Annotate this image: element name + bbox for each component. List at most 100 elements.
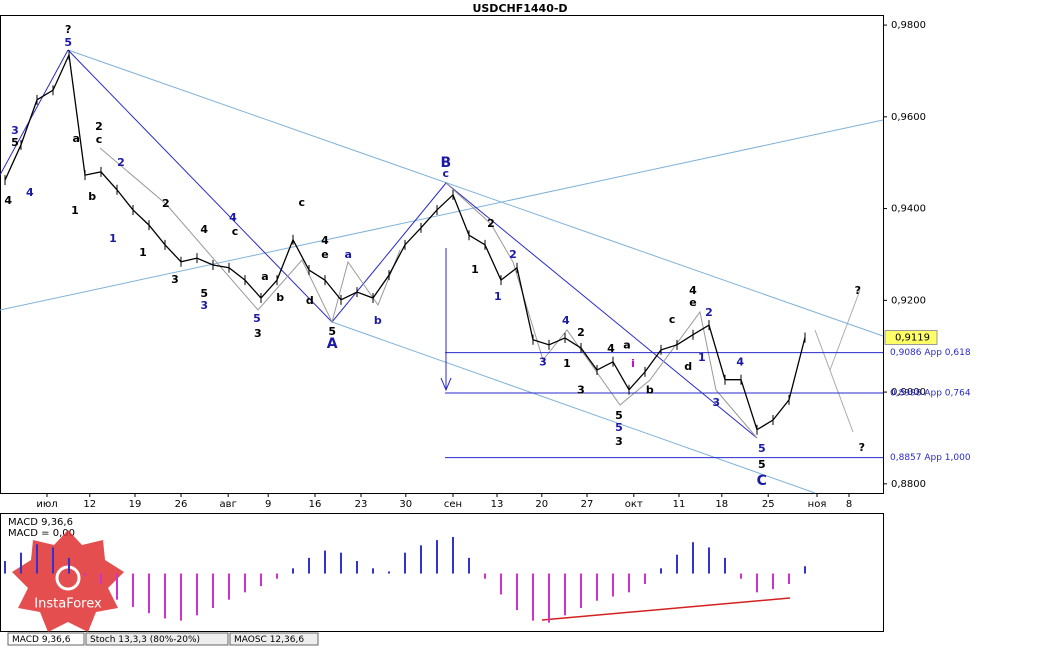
wave-label: 2 [487,217,495,230]
wave-label: b [646,384,654,397]
wave-label: 1 [471,263,479,276]
macd-title: MACD 9,36,6 [8,517,73,528]
wave-label: 5 [11,136,19,149]
wave-label: C [757,473,767,489]
tab-label: Stoch 13,3,3 (80%-20%) [90,635,200,645]
wave-label: a [261,270,268,283]
wave-label: A [327,336,338,352]
wave-label: 4 [562,314,570,327]
wave-label: 4 [26,186,34,199]
wave-label: 4 [321,234,329,247]
macd-value: MACD = 0,00 [8,528,75,539]
wave-line [67,49,758,439]
wave-label: ? [855,284,861,297]
price-frame [0,15,884,494]
x-tick-label: авг [220,499,237,510]
last-price-box [884,329,938,345]
wave-label: c [669,313,676,326]
wave-label: 3 [11,124,19,137]
wave-label: a [623,339,630,352]
wave-label: e [321,248,328,261]
x-tick-label: 25 [762,499,775,510]
channel-line [331,321,816,494]
x-tick-label: ноя [808,499,827,510]
x-tick-label: окт [625,499,643,510]
y-tick-label: 0,9600 [891,112,926,123]
wave-label: 3 [171,273,179,286]
divergence-line [541,597,791,621]
wave-label: 3 [539,356,547,369]
tab [85,632,229,646]
tab-label: MACD 9,36,6 [12,635,71,645]
wave-label: 2 [162,197,170,210]
tab [7,632,85,646]
logo-badge [12,530,124,632]
wave-label: 4 [200,223,208,236]
wave-label: 3 [615,435,623,448]
wave-label: c [443,167,450,180]
x-tick-label: 18 [715,499,728,510]
projection-line [814,329,854,433]
x-tick-label: сен [444,499,462,510]
wave-label: c [96,133,103,146]
wave-label: b [88,190,96,203]
wave-label: 1 [71,204,79,217]
wave-label: 5 [200,287,208,300]
wave-label: B [440,155,451,171]
x-tick-label: 11 [673,499,686,510]
channel-line [0,119,884,311]
wave-label: 1 [109,232,117,245]
wave-line [0,49,69,176]
x-tick-label: 20 [535,499,548,510]
wave-label: 1 [494,290,502,303]
wave-label: 1 [698,351,706,364]
level-label: 0,8998 App 0,764 [890,388,971,398]
tab-label: MAOSC 12,36,6 [234,635,304,645]
wave-label: a [72,132,79,145]
x-tick-label: 12 [83,499,96,510]
wave-label: ? [65,23,71,36]
x-tick-label: 9 [265,499,271,510]
wave-label: 5 [64,36,72,49]
tabs: MACD 9,36,6 Stoch 13,3,3 (80%-20%) MAOSC 1… [7,632,319,646]
wave-label: 5 [328,325,336,338]
wave-label: d [306,294,314,307]
macd-frame [0,513,884,632]
watermark: InstaForex [12,530,124,632]
wave-label: 4 [689,284,697,297]
x-tick-label: 8 [846,499,852,510]
wave-label: 4 [4,194,12,207]
x-tick-label: 26 [175,499,188,510]
x-tick-label: 23 [355,499,368,510]
wave-label: c [299,196,306,209]
wave-label: 4 [229,211,237,224]
x-tick-label: 16 [309,499,322,510]
wave-label: ? [859,441,865,454]
wave-label: 4 [607,342,615,355]
arrow-head [440,377,452,392]
wave-label: 5 [758,458,766,471]
projection-line [829,289,861,371]
y-tick-label: 0,9800 [891,20,926,31]
wave-label: b [374,314,382,327]
y-tick-label: 0,9000 [891,387,926,398]
watermark-text: InstaForex [34,597,102,612]
wave-line [445,182,758,439]
x-tick-label: 27 [581,499,594,510]
wave-label: 4 [736,356,744,369]
chart-title: USDCHF1440-D [472,2,567,15]
wave-label: c [232,225,239,238]
channel-line [67,49,884,337]
wave-label: 5 [615,409,623,422]
wave-label: 3 [577,384,585,397]
wave-label: 5 [615,421,623,434]
y-tick-label: 0,9400 [891,204,926,215]
level-label: 0,9086 App 0,618 [890,348,971,358]
wave-label: 2 [509,248,517,261]
wave-label: a [344,248,351,261]
x-tick-label: 30 [399,499,412,510]
wave-label: 5 [758,442,766,455]
wave-label: 2 [117,156,125,169]
x-tick-label: июл [36,499,57,510]
